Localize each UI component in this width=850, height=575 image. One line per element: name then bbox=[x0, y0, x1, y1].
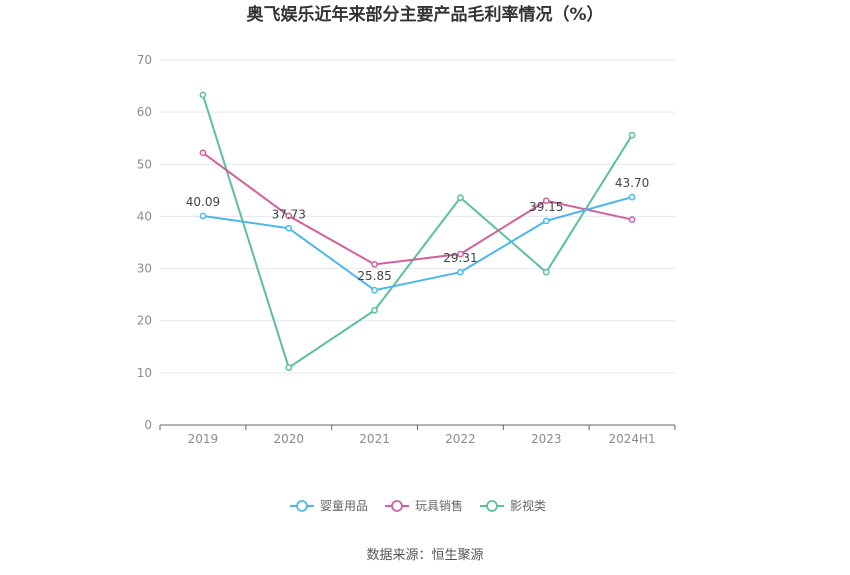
chart-title: 奥飞娱乐近年来部分主要产品毛利率情况（%） bbox=[246, 4, 603, 25]
legend-item[interactable]: 玩具销售 bbox=[385, 498, 463, 513]
x-tick-label: 2023 bbox=[531, 432, 562, 446]
x-tick-label: 2019 bbox=[188, 432, 219, 446]
data-point bbox=[542, 197, 550, 205]
legend: 婴童用品 玩具销售 影视类 bbox=[290, 498, 546, 513]
series-line bbox=[202, 196, 633, 292]
legend-label: 影视类 bbox=[510, 498, 546, 513]
data-label: 29.31 bbox=[443, 251, 477, 265]
y-tick-label: 30 bbox=[137, 262, 152, 276]
series-group bbox=[199, 91, 636, 371]
legend-swatch-marker bbox=[391, 500, 403, 512]
data-point bbox=[628, 131, 636, 139]
y-tick-label: 70 bbox=[137, 53, 152, 67]
data-point bbox=[628, 216, 636, 223]
source-note: 数据来源：恒生聚源 bbox=[366, 548, 483, 563]
data-point bbox=[542, 268, 550, 276]
series-line bbox=[201, 94, 633, 369]
data-point bbox=[285, 212, 293, 220]
data-label: 39.15 bbox=[529, 200, 563, 214]
data-point bbox=[457, 250, 464, 258]
data-point bbox=[199, 91, 207, 99]
data-point bbox=[628, 193, 636, 201]
data-labels: 40.09 37.73 25.85 29.31 39.15 43.70 bbox=[186, 176, 650, 283]
grid bbox=[160, 59, 675, 374]
data-point bbox=[199, 149, 207, 157]
legend-label: 玩具销售 bbox=[415, 498, 463, 513]
data-point bbox=[457, 268, 464, 276]
x-tick-label: 2021 bbox=[359, 432, 390, 446]
legend-swatch-marker bbox=[486, 500, 498, 512]
y-tick-label: 50 bbox=[137, 157, 152, 171]
data-label: 37.73 bbox=[272, 207, 306, 221]
y-tick-label: 20 bbox=[137, 314, 152, 328]
y-tick-label: 10 bbox=[137, 366, 152, 380]
axes: 0 10 20 30 40 50 60 70 2019 2020 2021 2022 2023 2024H… bbox=[137, 53, 676, 446]
y-tick-label: 0 bbox=[144, 418, 152, 432]
y-tick-label: 40 bbox=[137, 209, 152, 223]
data-label: 25.85 bbox=[357, 269, 391, 283]
legend-swatch-marker bbox=[296, 500, 308, 512]
data-point bbox=[371, 261, 378, 268]
y-tick-label: 60 bbox=[137, 105, 152, 119]
legend-item[interactable]: 影视类 bbox=[480, 498, 546, 513]
data-point bbox=[457, 194, 464, 202]
legend-item[interactable]: 婴童用品 bbox=[290, 498, 368, 513]
x-tick-label: 2024H1 bbox=[608, 432, 655, 446]
data-point bbox=[542, 217, 550, 225]
legend-label: 婴童用品 bbox=[320, 498, 368, 513]
data-label: 40.09 bbox=[186, 195, 220, 209]
data-point bbox=[285, 364, 293, 371]
data-point bbox=[371, 286, 378, 294]
data-point bbox=[285, 224, 293, 232]
data-point bbox=[199, 212, 207, 220]
data-point bbox=[371, 306, 378, 314]
x-tick-label: 2022 bbox=[445, 432, 476, 446]
x-tick-label: 2020 bbox=[273, 432, 304, 446]
series-line bbox=[202, 152, 633, 266]
data-label: 43.70 bbox=[615, 176, 649, 190]
